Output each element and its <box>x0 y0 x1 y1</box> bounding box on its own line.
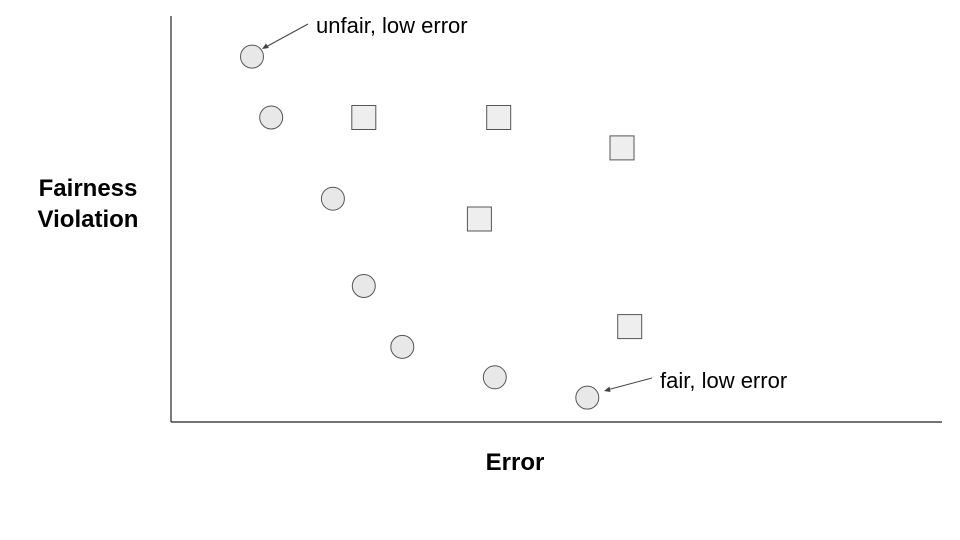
annotation-arrow-fair <box>606 377 653 391</box>
circle-point-1 <box>240 44 264 69</box>
annotation-arrowhead-unfair <box>262 43 269 49</box>
square-point-3 <box>609 135 635 161</box>
annotation-fair-low-error: fair, low error <box>660 368 787 393</box>
circle-point-2 <box>259 105 284 130</box>
square-point-2 <box>486 105 512 130</box>
annotation-unfair-low-error: unfair, low error <box>316 13 468 38</box>
square-point-5 <box>617 314 643 340</box>
square-point-1 <box>351 105 377 130</box>
x-axis-label: Error <box>486 449 545 476</box>
square-point-4 <box>466 206 492 232</box>
annotation-arrow-unfair <box>263 23 309 49</box>
annotation-arrowhead-fair <box>604 386 611 392</box>
y-axis-label-line-1: Fairness <box>39 175 138 202</box>
data-points <box>240 44 643 410</box>
circle-point-5 <box>390 334 415 359</box>
y-axis-label-line-2: Violation <box>38 206 139 233</box>
circle-point-6 <box>482 365 507 390</box>
circle-point-4 <box>351 274 376 298</box>
circle-point-3 <box>320 186 345 211</box>
circle-point-7 <box>575 385 600 410</box>
